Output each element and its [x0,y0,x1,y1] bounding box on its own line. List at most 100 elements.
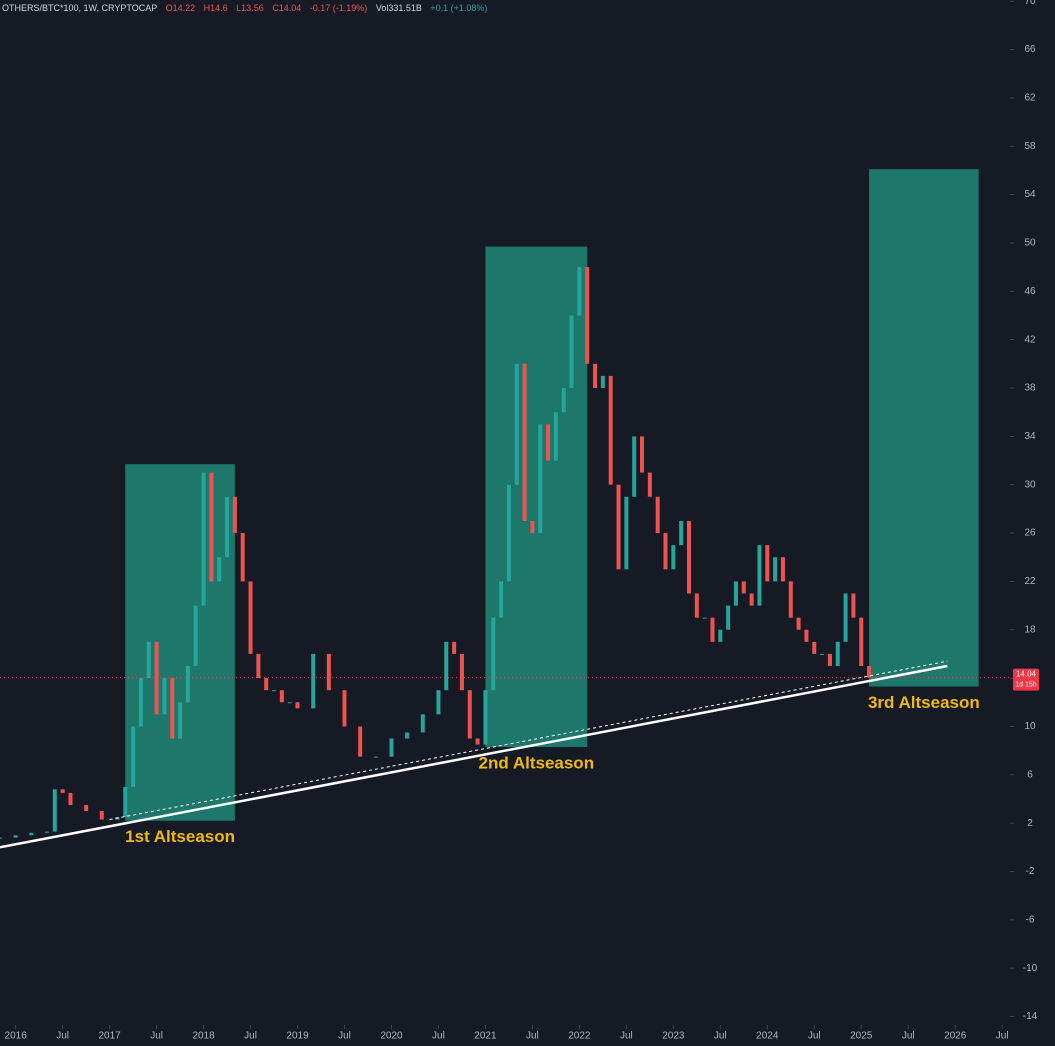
x-tick-label: Jul [338,1031,351,1042]
zone-label: 1st Altseason [125,827,235,846]
candle [138,678,143,727]
y-tick-label: -14 [1023,1011,1038,1022]
x-tick-label: 2017 [98,1031,121,1042]
candle [820,653,825,655]
y-tick-label: -10 [1023,963,1038,974]
y-tick-label: 10 [1024,721,1036,732]
candle [264,678,269,691]
candle [585,267,590,364]
candle [671,545,676,570]
candle [209,472,214,582]
candle [577,267,582,316]
candle [749,593,754,606]
candle [812,641,817,654]
symbol: OTHERS/BTC*100, 1W, CRYPTOCAP [2,3,157,13]
candle [593,363,598,389]
x-tick-label: 2025 [850,1031,873,1042]
x-tick-label: Jul [996,1031,1009,1042]
y-tick-label: 18 [1024,624,1036,635]
y-tick-label: 6 [1027,769,1033,780]
x-tick-label: Jul [526,1031,539,1042]
candle [459,653,464,691]
candle [718,629,723,642]
trendline [0,664,948,849]
x-tick-label: Jul [56,1031,69,1042]
candle [162,678,167,715]
candle [232,496,237,534]
close: C14.04 [272,3,301,13]
y-tick-label: 38 [1024,383,1036,394]
y-tick-label: -6 [1026,914,1035,925]
candle [632,436,637,497]
candle [608,375,613,485]
y-tick-label: -2 [1026,866,1035,877]
y-tick-label: 70 [1024,0,1036,7]
candle [358,726,363,757]
x-tick-label: 2020 [380,1031,403,1042]
candle [538,424,543,534]
header: OTHERS/BTC*100, 1W, CRYPTOCAP O14.22 H14… [2,3,487,13]
candle [373,756,378,758]
x-tick-label: 2018 [192,1031,215,1042]
candle [185,666,190,703]
candle [217,557,222,582]
trendline [109,660,948,821]
candle [530,520,535,534]
y-tick-label: 66 [1024,44,1036,55]
candle [741,581,746,594]
candle [0,837,2,839]
candle [178,702,183,739]
candle [827,653,832,667]
candle [68,792,73,806]
candle [710,617,715,642]
candle [326,653,331,691]
candle [679,520,684,546]
candle [44,831,49,833]
y-tick-label: 58 [1024,141,1036,152]
candle [389,738,394,757]
candle [170,678,175,739]
candle [475,738,480,745]
zone-label: 3rd Altseason [868,693,980,712]
candle [702,617,707,619]
candle [600,375,605,389]
candle [726,605,731,630]
y-tick-label: 2 [1027,818,1033,829]
candle [444,641,449,691]
candle [804,629,809,642]
candle [694,593,699,618]
high: H14.6 [204,3,228,13]
x-tick-label: Jul [714,1031,727,1042]
candle [272,690,277,692]
candle [788,581,793,618]
candle [295,702,300,709]
candle [733,581,738,606]
candle [225,496,230,558]
candle [146,641,151,679]
candle [311,653,316,709]
candle [248,581,253,654]
candle [342,690,347,727]
x-tick-label: Jul [432,1031,445,1042]
candle [29,832,34,836]
x-tick-label: 2021 [474,1031,497,1042]
candle [796,617,801,630]
y-tick-label: 62 [1024,93,1036,104]
x-tick-label: 2026 [944,1031,967,1042]
x-tick-label: 2016 [5,1031,28,1042]
candle [436,690,441,715]
volume-change: +0.1 (+1.08%) [430,3,487,13]
candle [859,617,864,667]
candle [452,641,457,654]
zone [125,464,235,821]
candle [757,545,762,606]
candle [616,484,621,570]
candle [287,702,292,704]
x-tick-label: 2019 [286,1031,309,1042]
candle [13,835,18,838]
candle [84,805,89,812]
x-tick-label: 2024 [756,1031,779,1042]
x-tick-label: Jul [244,1031,257,1042]
candle [491,617,496,691]
